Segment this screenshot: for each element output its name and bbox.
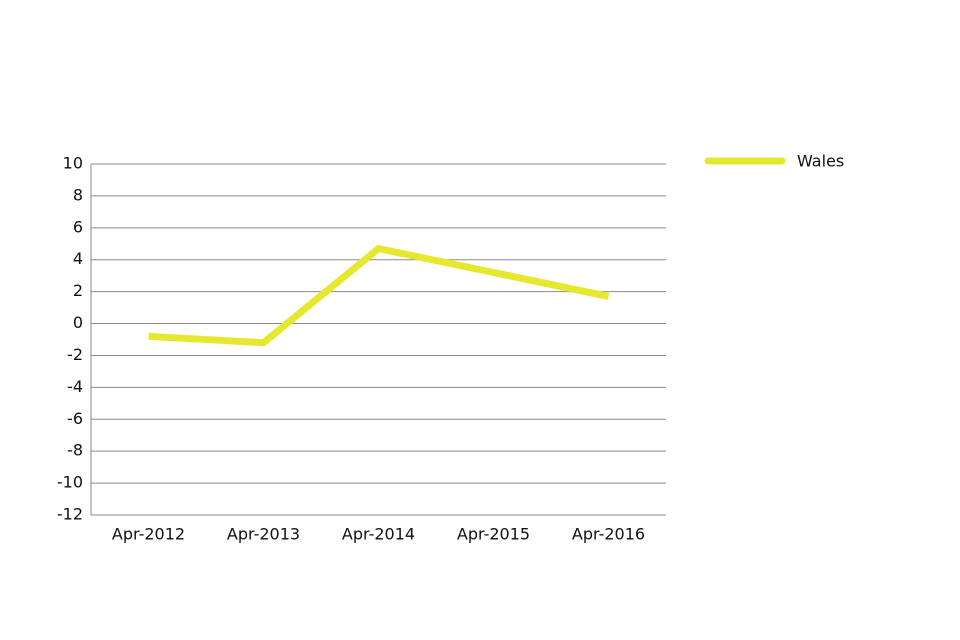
y-tick-label: 0 — [73, 313, 83, 332]
legend-label: Wales — [797, 152, 844, 171]
y-tick-label: -6 — [67, 409, 83, 428]
x-tick-label: Apr-2013 — [227, 525, 300, 544]
x-tick-label: Apr-2012 — [112, 525, 185, 544]
y-tick-label: 10 — [63, 154, 83, 173]
y-tick-label: 6 — [73, 217, 83, 236]
y-tick-label: 8 — [73, 185, 83, 204]
x-tick-label: Apr-2015 — [457, 525, 530, 544]
x-tick-label: Apr-2014 — [342, 525, 415, 544]
y-tick-label: 2 — [73, 281, 83, 300]
y-tick-label: -12 — [57, 505, 83, 524]
x-tick-label: Apr-2016 — [572, 525, 645, 544]
y-tick-label: -2 — [67, 345, 83, 364]
y-tick-label: 4 — [73, 249, 83, 268]
y-tick-label: -4 — [67, 377, 83, 396]
data-line — [148, 245, 610, 347]
y-tick-label: -8 — [67, 441, 83, 460]
y-tick-label: -10 — [57, 473, 83, 492]
